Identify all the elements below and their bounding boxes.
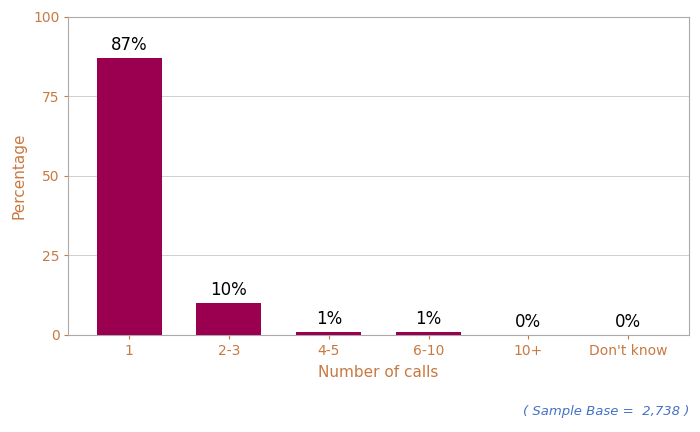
Text: 1%: 1% xyxy=(316,310,342,328)
Y-axis label: Percentage: Percentage xyxy=(11,133,26,219)
Bar xyxy=(97,58,162,335)
Bar xyxy=(197,303,261,335)
Bar xyxy=(396,331,461,335)
Text: 10%: 10% xyxy=(211,281,247,299)
Text: 0%: 0% xyxy=(515,313,542,331)
Text: 0%: 0% xyxy=(615,313,641,331)
X-axis label: Number of calls: Number of calls xyxy=(318,365,439,380)
Text: ( Sample Base =  2,738 ): ( Sample Base = 2,738 ) xyxy=(522,405,689,418)
Text: 1%: 1% xyxy=(416,310,442,328)
Bar xyxy=(296,331,361,335)
Text: 87%: 87% xyxy=(111,36,148,54)
